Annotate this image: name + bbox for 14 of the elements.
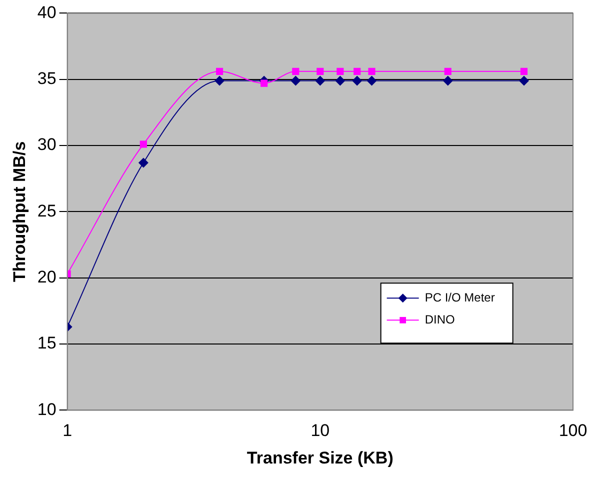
y-axis-title: Throughput MB/s — [10, 141, 29, 282]
legend-label: DINO — [424, 312, 455, 326]
y-tick-label: 20 — [37, 268, 56, 287]
x-tick-label: 10 — [310, 421, 330, 440]
x-axis-title: Transfer Size (KB) — [246, 448, 394, 468]
x-tick-label: 1 — [62, 421, 72, 440]
y-tick-label: 35 — [37, 69, 56, 88]
y-tick-label: 30 — [37, 135, 56, 154]
legend-label: PC I/O Meter — [424, 290, 495, 304]
y-tick-label: 40 — [37, 2, 56, 22]
y-tick-label: 10 — [37, 400, 56, 419]
y-tick-label: 15 — [37, 334, 56, 353]
y-tick-label: 25 — [37, 201, 56, 220]
x-tick-label: 100 — [558, 421, 588, 440]
